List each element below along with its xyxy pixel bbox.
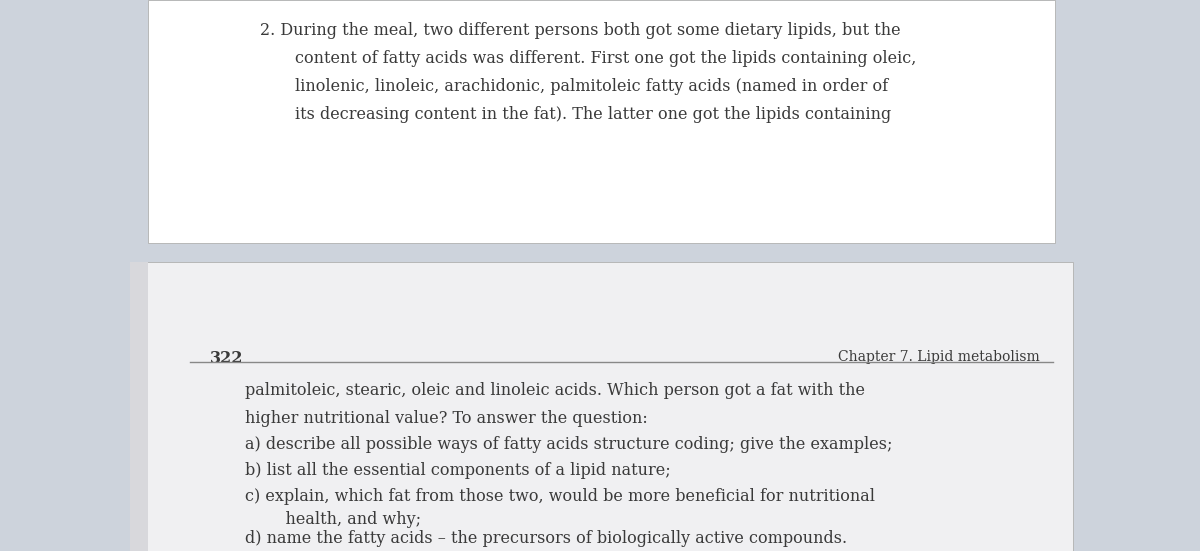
Bar	[130, 262, 148, 551]
Text: d) name the fatty acids – the precursors of biologically active compounds.: d) name the fatty acids – the precursors…	[245, 530, 847, 547]
Text: b) list all the essential components of a lipid nature;: b) list all the essential components of …	[245, 462, 671, 479]
Bar	[148, 0, 1055, 243]
Text: 2. During the meal, two different persons both got some dietary lipids, but the: 2. During the meal, two different person…	[260, 22, 901, 39]
Text: c) explain, which fat from those two, would be more beneficial for nutritional: c) explain, which fat from those two, wo…	[245, 488, 875, 505]
Text: palmitoleic, stearic, oleic and linoleic acids. Which person got a fat with the: palmitoleic, stearic, oleic and linoleic…	[245, 382, 865, 399]
Text: 322: 322	[210, 350, 244, 367]
Text: health, and why;: health, and why;	[265, 511, 421, 528]
Bar	[130, 262, 1073, 551]
Text: a) describe all possible ways of fatty acids structure coding; give the examples: a) describe all possible ways of fatty a…	[245, 436, 893, 453]
Text: Chapter 7. Lipid metabolism: Chapter 7. Lipid metabolism	[839, 350, 1040, 364]
Text: content of fatty acids was different. First one got the lipids containing oleic,: content of fatty acids was different. Fi…	[295, 50, 917, 67]
Text: its decreasing content in the fat). The latter one got the lipids containing: its decreasing content in the fat). The …	[295, 106, 892, 123]
Text: linolenic, linoleic, arachidonic, palmitoleic fatty acids (named in order of: linolenic, linoleic, arachidonic, palmit…	[295, 78, 888, 95]
Text: higher nutritional value? To answer the question:: higher nutritional value? To answer the …	[245, 410, 648, 427]
